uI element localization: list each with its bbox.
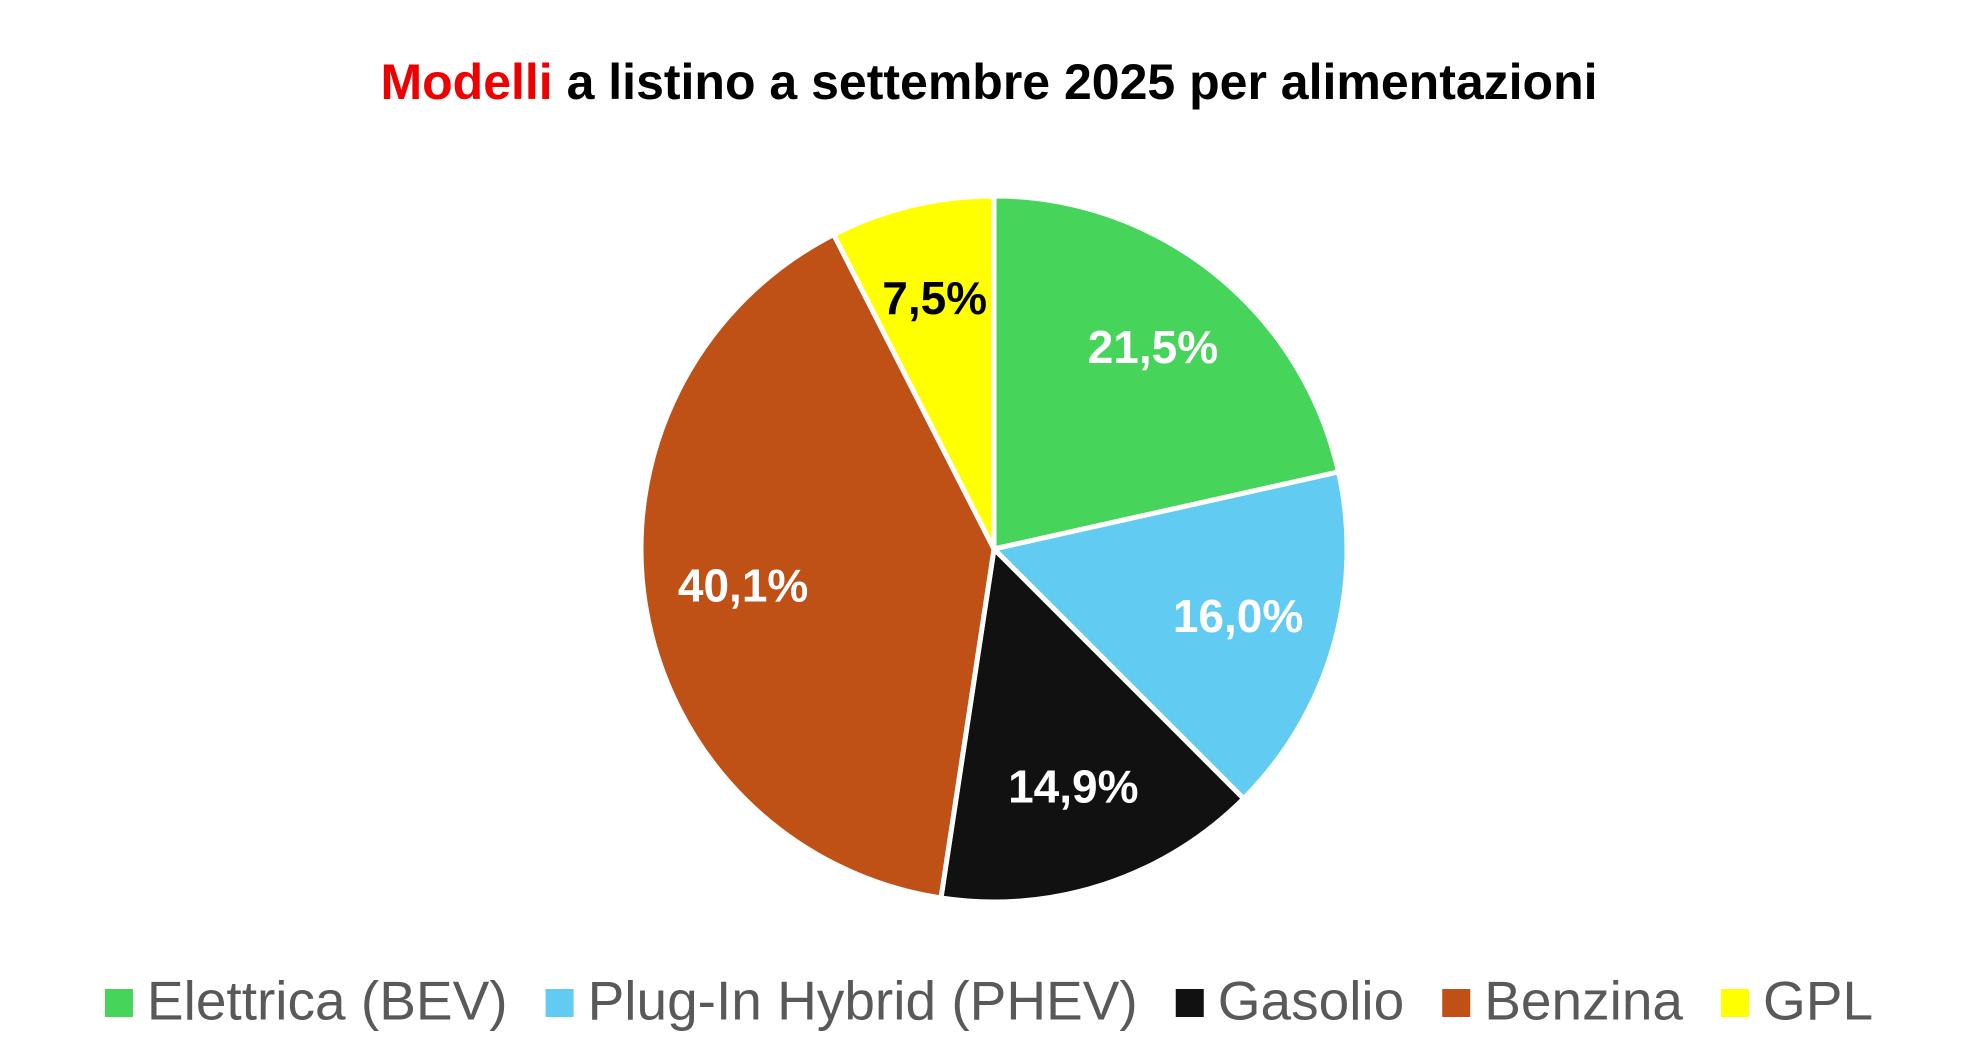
legend-label: Benzina	[1484, 970, 1683, 1032]
chart-title: Modelli a listino a settembre 2025 per a…	[380, 54, 1597, 110]
pie-slice	[831, 193, 997, 552]
data-label: 21,5%	[1088, 321, 1218, 373]
title-highlight: Modelli	[380, 54, 552, 110]
pie-slice	[638, 231, 997, 901]
legend-swatch	[545, 989, 574, 1017]
legend-label: Gasolio	[1218, 970, 1404, 1032]
pie-slice	[991, 193, 1341, 552]
legend-swatch	[1175, 989, 1204, 1017]
legend-swatch	[1721, 989, 1750, 1017]
legend-label: Elettrica (BEV)	[147, 970, 508, 1032]
legend: Elettrica (BEV) Plug-In Hybrid (PHEV) Gaso…	[104, 970, 1873, 1032]
legend-swatch	[1442, 989, 1471, 1017]
data-label: 40,1%	[678, 560, 808, 612]
data-label: 7,5%	[882, 272, 987, 324]
data-label: 16,0%	[1173, 590, 1303, 642]
pie-slice	[991, 469, 1350, 802]
legend-swatch	[104, 989, 133, 1017]
pie-slice	[938, 546, 1247, 905]
legend-label: GPL	[1763, 970, 1873, 1032]
data-label: 14,9%	[1008, 761, 1138, 813]
legend-label: Plug-In Hybrid (PHEV)	[588, 970, 1138, 1032]
title-rest: a listino a settembre 2025 per alimentaz…	[567, 54, 1598, 110]
